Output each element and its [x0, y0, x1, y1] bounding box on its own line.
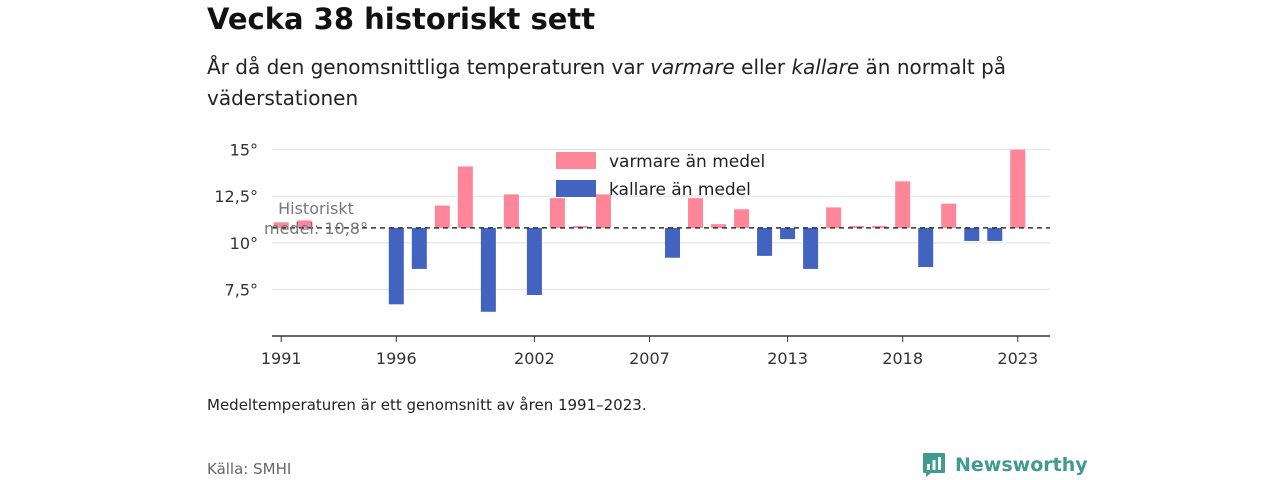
bar-colder	[964, 227, 980, 241]
baseline-label-line1: Historiskt	[278, 199, 354, 218]
bar-warmer	[849, 226, 865, 228]
bar-colder	[803, 227, 819, 269]
bar-warmer	[711, 224, 727, 228]
footnote: Medeltemperaturen är ett genomsnitt av å…	[207, 396, 647, 414]
x-tick-label: 2002	[514, 349, 555, 368]
subtitle-text-2: eller	[734, 55, 792, 79]
source-credit: Källa: SMHI	[207, 460, 292, 478]
legend-swatch-colder	[556, 180, 596, 197]
bar-colder	[665, 227, 681, 258]
bar-warmer	[688, 198, 704, 228]
legend-swatch-warmer	[556, 152, 596, 169]
baseline-label-line2: medel: 10,8°	[264, 219, 368, 238]
legend-label-colder: kallare än medel	[609, 180, 751, 200]
bar-warmer	[549, 198, 565, 228]
bar-warmer	[434, 205, 450, 228]
bar-warmer	[941, 203, 957, 228]
y-tick-label: 7,5°	[225, 280, 258, 299]
brand-name: Newsworthy	[955, 454, 1088, 476]
subtitle-warmer-word: varmare	[650, 55, 735, 79]
bar-colder	[411, 227, 427, 269]
bar-warmer	[1010, 149, 1026, 228]
bar-warmer	[872, 226, 888, 228]
x-tick-label: 2023	[997, 349, 1038, 368]
bar-colder	[480, 227, 496, 312]
subtitle-text-3: än normalt på väderstationen	[207, 55, 1007, 110]
bar-colder	[780, 227, 796, 240]
bar-warmer	[572, 226, 588, 228]
subtitle-text-1: År då den genomsnittliga temperaturen va…	[207, 55, 651, 79]
bar-colder	[987, 227, 1003, 241]
temperature-bar-chart: 7,5° 10° 12,5° 15° 1991 1996 2002 2007 2013 2018 2…	[214, 141, 1050, 368]
bar-warmer	[826, 207, 842, 228]
bar-colder	[918, 227, 934, 268]
y-tick-label: 12,5°	[214, 187, 258, 206]
newsworthy-logo-icon	[923, 453, 945, 477]
bar-colder	[388, 227, 404, 305]
bar-warmer	[457, 166, 473, 228]
bar-warmer	[734, 209, 750, 228]
bar-warmer	[503, 194, 519, 228]
x-tick-label: 2018	[882, 349, 923, 368]
chart-title: Vecka 38 historiskt sett	[207, 2, 596, 36]
bar-warmer	[595, 194, 611, 228]
subtitle-colder-word: kallare	[791, 55, 860, 79]
bar-colder	[757, 227, 773, 256]
bar-warmer	[273, 222, 289, 228]
y-tick-label: 10°	[230, 234, 258, 253]
x-tick-label: 1996	[376, 349, 417, 368]
brand-logo[interactable]: Newsworthy	[922, 450, 1088, 480]
chart-subtitle: År då den genomsnittliga temperaturen va…	[207, 52, 1027, 114]
x-tick-label: 2013	[767, 349, 808, 368]
bar-warmer	[895, 181, 911, 228]
x-tick-label: 1991	[261, 349, 302, 368]
bar-warmer	[296, 220, 312, 228]
x-tick-label: 2007	[629, 349, 670, 368]
y-tick-label: 15°	[230, 141, 258, 160]
bar-colder	[526, 227, 542, 295]
legend-label-warmer: varmare än medel	[609, 152, 765, 172]
